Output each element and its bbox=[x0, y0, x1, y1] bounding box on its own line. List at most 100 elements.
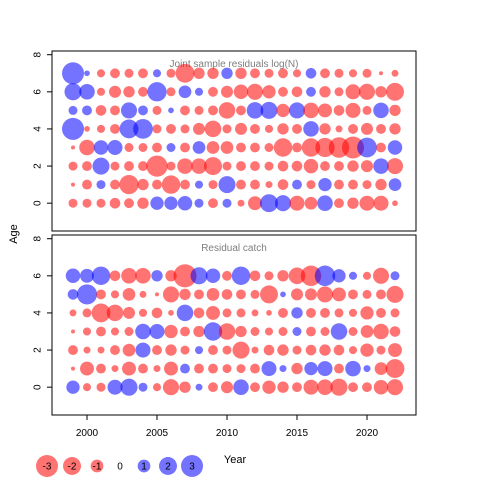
bubble-age3-2008 bbox=[192, 141, 206, 154]
bubble-age6-2009 bbox=[208, 86, 218, 97]
bubble-age3-2020 bbox=[360, 325, 374, 338]
bubble-age4-1999 bbox=[62, 117, 84, 140]
bubble-age2-2015 bbox=[292, 345, 302, 355]
bubble-age4-2017 bbox=[320, 307, 330, 318]
legend-label: 2 bbox=[165, 462, 171, 473]
bubble-age0-2000 bbox=[82, 198, 92, 208]
bubble-age3-2015 bbox=[292, 142, 302, 153]
bubble-age3-2002 bbox=[110, 327, 120, 336]
x-tick-label: 2015 bbox=[286, 428, 309, 439]
bubble-age0-2013 bbox=[262, 380, 276, 394]
bubble-age0-2016 bbox=[303, 379, 319, 395]
bubble-age5-2003 bbox=[120, 102, 138, 119]
bubble-age1-2002 bbox=[110, 179, 120, 190]
bubble-age0-2014 bbox=[277, 381, 289, 393]
bubble-age5-2007 bbox=[179, 288, 191, 301]
bubble-age4-2006 bbox=[166, 123, 176, 134]
bubble-age6-2007 bbox=[178, 85, 192, 99]
bubble-age0-2017 bbox=[317, 195, 333, 211]
bubble-age2-2014 bbox=[277, 160, 289, 172]
bubble-age4-2020 bbox=[360, 306, 374, 320]
bubble-age5-2005 bbox=[154, 292, 160, 297]
bubble-age6-2022 bbox=[386, 82, 404, 101]
bubble-age1-2015 bbox=[292, 179, 302, 190]
bubble-age6-2014 bbox=[278, 86, 288, 97]
bubble-age0-2022 bbox=[386, 379, 404, 396]
y-tick-label: 0 bbox=[33, 384, 44, 390]
bubble-age1-2005 bbox=[152, 179, 162, 190]
y-tick-label: 6 bbox=[33, 89, 44, 95]
bubble-age4-2019 bbox=[348, 123, 358, 134]
bubble-age5-2004 bbox=[138, 105, 148, 116]
bubble-age2-2021 bbox=[376, 345, 386, 355]
bubble-age5-2008 bbox=[194, 105, 204, 115]
bubble-age0-2019 bbox=[347, 197, 359, 209]
legend-label: -3 bbox=[43, 462, 52, 473]
bubble-age7-2003 bbox=[124, 68, 134, 78]
bubble-age6-2013 bbox=[264, 271, 274, 281]
bubble-age2-2006 bbox=[165, 344, 177, 356]
bubble-age1-2006 bbox=[161, 175, 181, 194]
bubble-age2-2022 bbox=[386, 158, 404, 175]
bubble-age2-2007 bbox=[177, 158, 193, 174]
bubble-age4-2013 bbox=[264, 124, 274, 133]
bubble-age4-2007 bbox=[176, 304, 194, 322]
bubble-age4-2008 bbox=[193, 307, 205, 319]
bubble-age2-1999 bbox=[68, 161, 78, 171]
bubble-age5-2009 bbox=[206, 288, 220, 301]
bubble-age7-2018 bbox=[334, 68, 344, 78]
bubble-age3-1999 bbox=[70, 329, 76, 334]
bubble-age3-2021 bbox=[376, 142, 386, 153]
bubble-age3-2011 bbox=[235, 325, 247, 338]
bubble-age6-2009 bbox=[205, 268, 221, 284]
bubble-age4-2001 bbox=[96, 124, 106, 133]
bubble-age0-2008 bbox=[195, 383, 203, 391]
panels: Joint sample residuals log(N)02468Residu… bbox=[33, 50, 417, 439]
bubble-age1-2003 bbox=[119, 174, 139, 195]
bubble-age4-2000 bbox=[84, 126, 90, 132]
bubble-age3-2007 bbox=[180, 142, 190, 153]
bubble-age4-2014 bbox=[278, 307, 288, 318]
bubble-age4-2012 bbox=[251, 309, 259, 317]
bubble-age5-2022 bbox=[389, 104, 401, 117]
bubble-age2-2019 bbox=[348, 346, 358, 355]
bubble-age5-2006 bbox=[162, 286, 180, 303]
bubble-age2-2017 bbox=[320, 161, 330, 172]
bubble-age3-2009 bbox=[206, 141, 220, 154]
bubble-age1-2014 bbox=[277, 179, 289, 190]
bubble-age0-2011 bbox=[237, 199, 245, 207]
bubble-age1-2017 bbox=[318, 177, 332, 192]
bubble-age3-2020 bbox=[357, 137, 377, 158]
bubble-age4-2016 bbox=[306, 307, 316, 318]
bubble-age3-2014 bbox=[278, 327, 288, 336]
legend-label: 0 bbox=[117, 462, 123, 473]
legend-label: -2 bbox=[68, 462, 77, 473]
bubble-age0-2019 bbox=[348, 382, 358, 393]
bubble-age1-2022 bbox=[388, 178, 402, 191]
bubble-age6-2003 bbox=[121, 268, 137, 284]
bubble-age0-2021 bbox=[373, 379, 389, 395]
bubble-age6-2016 bbox=[306, 86, 316, 97]
bubble-age3-1999 bbox=[70, 145, 76, 150]
bubble-age5-2001 bbox=[96, 289, 106, 300]
bubble-age0-2007 bbox=[177, 195, 193, 211]
panel-frame bbox=[51, 234, 417, 416]
bubble-age6-2011 bbox=[231, 266, 251, 285]
legend: -3 -2 -1 0 1 2 3 bbox=[36, 455, 203, 477]
bubble-age0-2018 bbox=[334, 198, 344, 209]
bubble-age2-2013 bbox=[263, 344, 275, 356]
bubble-age1-2016 bbox=[306, 180, 316, 190]
bubble-age2-2010 bbox=[222, 345, 232, 355]
bubble-age5-2014 bbox=[276, 103, 290, 118]
bubble-age7-2013 bbox=[264, 68, 274, 78]
bubble-age4-2015 bbox=[291, 307, 303, 319]
bubble-age7-2010 bbox=[221, 67, 233, 79]
bubble-age5-2001 bbox=[95, 105, 107, 116]
bubble-age5-2011 bbox=[236, 105, 246, 116]
y-tick-label: 8 bbox=[33, 51, 44, 57]
bubble-age5-2005 bbox=[152, 105, 162, 115]
bubble-age7-2019 bbox=[348, 69, 358, 78]
bubble-age5-2008 bbox=[194, 289, 204, 300]
bubble-age1-2018 bbox=[334, 363, 344, 374]
bubble-age0-2006 bbox=[164, 196, 178, 210]
